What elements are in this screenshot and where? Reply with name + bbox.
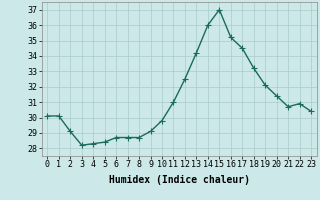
X-axis label: Humidex (Indice chaleur): Humidex (Indice chaleur) [109,175,250,185]
